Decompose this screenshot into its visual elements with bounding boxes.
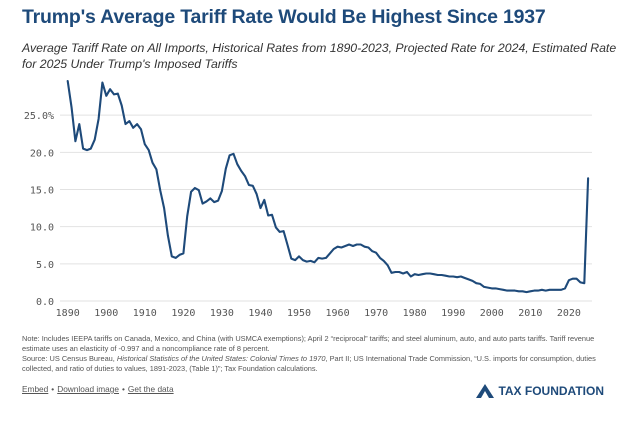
x-tick-label: 1910 [133,308,157,319]
footer-links: Embed • Download image • Get the data [22,384,174,394]
y-tick-label: 15.0 [30,186,54,197]
x-axis-ticks: 1890 1900 1910 1920 1930 1940 1950 1960 1970 1980… [56,308,581,319]
y-tick-label: 25.0% [24,111,54,122]
y-tick-label: 0.0 [36,297,54,308]
line-chart: 0.0 5.0 10.0 15.0 20.0 25.0% 1890 1900 1910 1920… [24,79,592,319]
y-tick-label: 5.0 [36,260,54,271]
series-lines [66,79,590,294]
x-tick-label: 2020 [557,308,581,319]
x-tick-label: 1990 [441,308,465,319]
y-axis-ticks: 0.0 5.0 10.0 15.0 20.0 25.0% [24,111,54,308]
chart-notes: Note: Includes IEEPA tariffs on Canada, … [22,334,622,374]
tax-foundation-mark-icon [476,384,495,398]
x-tick-label: 1890 [56,308,80,319]
x-tick-label: 1970 [364,308,388,319]
chart-subtitle: Average Tariff Rate on All Imports, Hist… [22,41,617,71]
y-tick-label: 10.0 [30,223,54,234]
note-text: Note: Includes IEEPA tariffs on Canada, … [22,334,595,353]
x-tick-label: 1930 [210,308,234,319]
x-tick-label: 1940 [248,308,272,319]
get-the-data-link[interactable]: Get the data [127,384,174,394]
x-tick-label: 1950 [287,308,311,319]
x-tick-label: 1920 [171,308,195,319]
tariff-rate-line [66,79,590,294]
source-rest: , Part II; US International Trade Commis… [22,354,596,373]
gridlines [60,114,592,302]
download-image-link[interactable]: Download image [57,384,120,394]
x-tick-label: 1960 [326,308,350,319]
brand-name: TAX FOUNDATION [498,384,604,398]
source-title: Historical Statistics of the United Stat… [116,354,326,363]
x-tick-label: 2000 [480,308,504,319]
x-tick-label: 1980 [403,308,427,319]
x-tick-label: 1900 [94,308,118,319]
chart-title: Trump's Average Tariff Rate Would Be Hig… [22,6,546,28]
tax-foundation-logo[interactable]: TAX FOUNDATION [476,384,604,398]
source-text: Source: US Census Bureau, Historical Sta… [22,354,622,374]
y-tick-label: 20.0 [30,148,54,159]
separator: • [51,384,55,394]
source-prefix: Source: US Census Bureau, [22,354,117,363]
embed-link[interactable]: Embed [22,384,49,394]
x-tick-label: 2010 [518,308,542,319]
separator: • [122,384,125,394]
